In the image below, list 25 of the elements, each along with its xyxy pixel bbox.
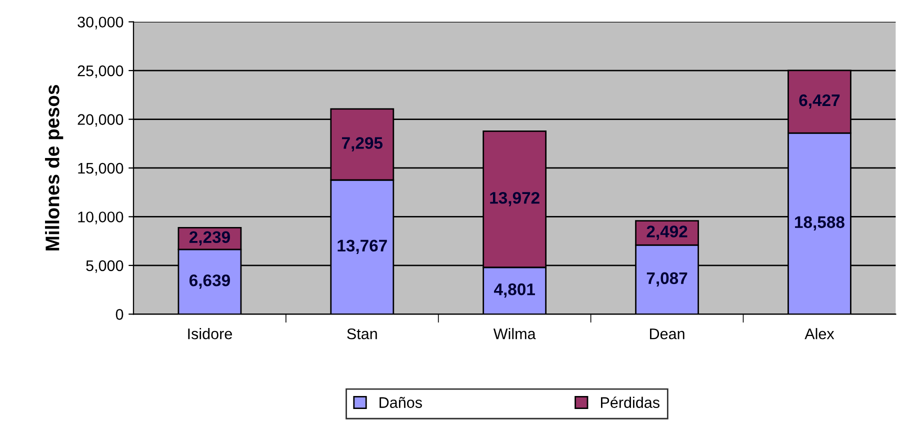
data-label: 7,087	[646, 272, 688, 287]
x-tick-label: Isidore	[188, 328, 232, 340]
y-tick-label: 5,000	[86, 260, 124, 273]
y-tick-label: 0	[116, 309, 124, 320]
x-tick-label: Stan	[347, 328, 377, 340]
legend-label: Pérdidas	[600, 396, 660, 408]
data-label: 4,801	[494, 283, 535, 298]
legend-label: Daños	[380, 396, 422, 408]
x-tick-label: Dean	[650, 328, 684, 340]
y-axis-title: Millones de pesos	[45, 85, 64, 250]
y-tick-label: 15,000	[78, 162, 124, 176]
y-tick-label: 20,000	[78, 114, 124, 127]
data-label: 2,239	[189, 231, 230, 246]
y-tick-label: 25,000	[78, 65, 124, 78]
data-label: 18,588	[795, 216, 844, 230]
y-tick-label: 30,000	[78, 16, 124, 30]
x-tick-label: Alex	[804, 328, 834, 340]
data-label: 6,427	[799, 94, 840, 109]
data-label: 6,639	[189, 274, 230, 289]
data-label: 13,767	[338, 240, 387, 254]
y-tick-label: 10,000	[78, 212, 124, 224]
data-label: 7,295	[342, 137, 383, 152]
data-label: 13,972	[490, 192, 540, 206]
x-tick-label: Wilma	[493, 328, 536, 340]
data-label: 2,492	[646, 226, 688, 240]
